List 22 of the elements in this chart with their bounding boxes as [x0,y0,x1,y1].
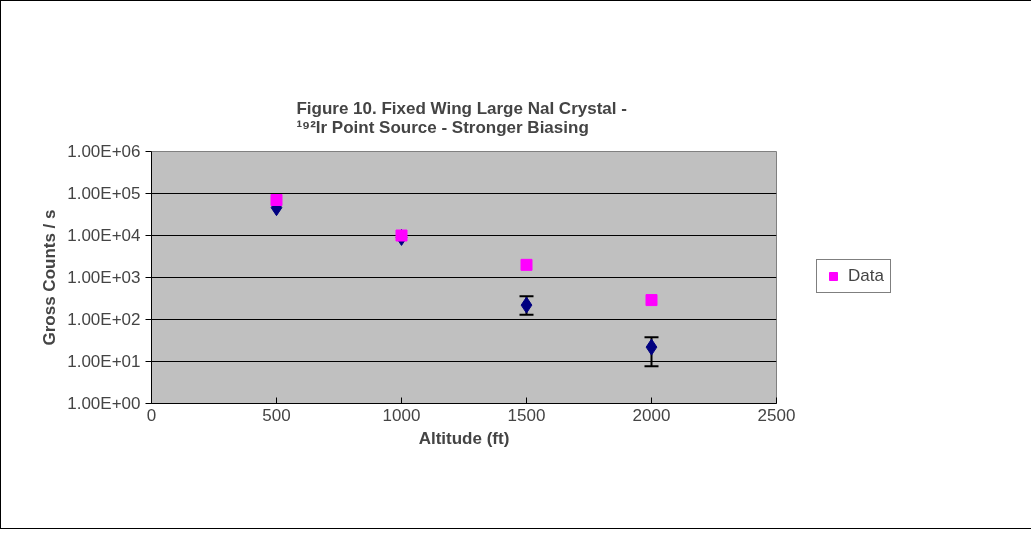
y-tick-label: 1.00E+04 [67,226,141,245]
x-tick-label: 2000 [632,405,671,425]
x-axis-title: Altitude (ft) [418,428,510,448]
y-tick-label: 1.00E+00 [67,394,141,413]
point [645,338,658,356]
y-tick-label: 1.00E+06 [67,142,141,161]
x-tick-label: 2500 [757,405,796,425]
x-tick-label: 1000 [382,405,421,425]
x-tick-label: 0 [146,405,157,425]
y-tick-label: 1.00E+01 [67,352,141,371]
x-tick-label: 500 [262,405,291,425]
point [520,258,533,271]
y-tick-label: 1.00E+03 [67,268,141,287]
legend-label: Data [848,266,884,286]
x-tick-label: 1500 [507,405,546,425]
y-tick-label: 1.00E+05 [67,184,141,203]
chart-title: Figure 10. Fixed Wing Large NaI Crystal - ¹⁹²Ir Point Source - Stronger Biasing [296,98,627,137]
point [270,194,283,207]
y-tick-label: 1.00E+02 [67,310,141,329]
y-axis-title: Gross Counts / s [40,209,60,346]
point [395,229,408,242]
point [645,294,658,307]
